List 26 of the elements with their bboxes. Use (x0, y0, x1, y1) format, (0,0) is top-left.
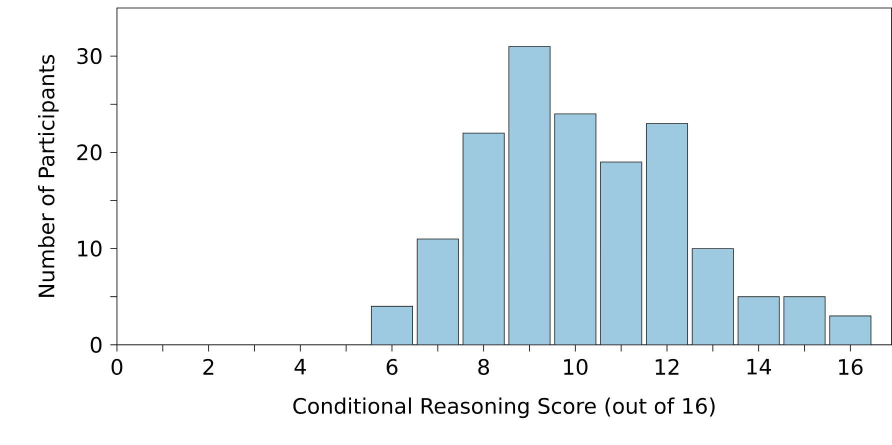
bar (462, 132, 505, 345)
x-tick-label: 6 (386, 358, 398, 376)
y-tick-label: 0 (90, 336, 102, 353)
bar (600, 162, 642, 345)
y-axis-title: Number of Participants (38, 55, 59, 297)
bar (783, 296, 826, 345)
bar (829, 316, 872, 345)
bar (554, 114, 596, 345)
y-tick-label: 30 (77, 48, 102, 64)
y-tick-label: 20 (77, 144, 102, 161)
bar (508, 46, 551, 345)
x-tick-label: 12 (656, 358, 678, 375)
x-tick-label: 8 (478, 358, 489, 376)
x-tick-label: 10 (564, 358, 588, 376)
x-axis-title: Conditional Reasoning Score (out of 16) (293, 398, 715, 418)
bar (646, 123, 688, 345)
bar (416, 238, 459, 345)
x-tick-label: 14 (747, 358, 772, 375)
x-tick-label: 16 (839, 358, 863, 376)
y-tick-label: 10 (78, 240, 102, 257)
x-tick-label: 0 (112, 358, 122, 376)
bar (370, 306, 414, 345)
x-tick-label: 2 (203, 358, 214, 375)
x-tick-label: 4 (294, 358, 306, 375)
bar (738, 296, 780, 345)
bar (692, 248, 734, 345)
